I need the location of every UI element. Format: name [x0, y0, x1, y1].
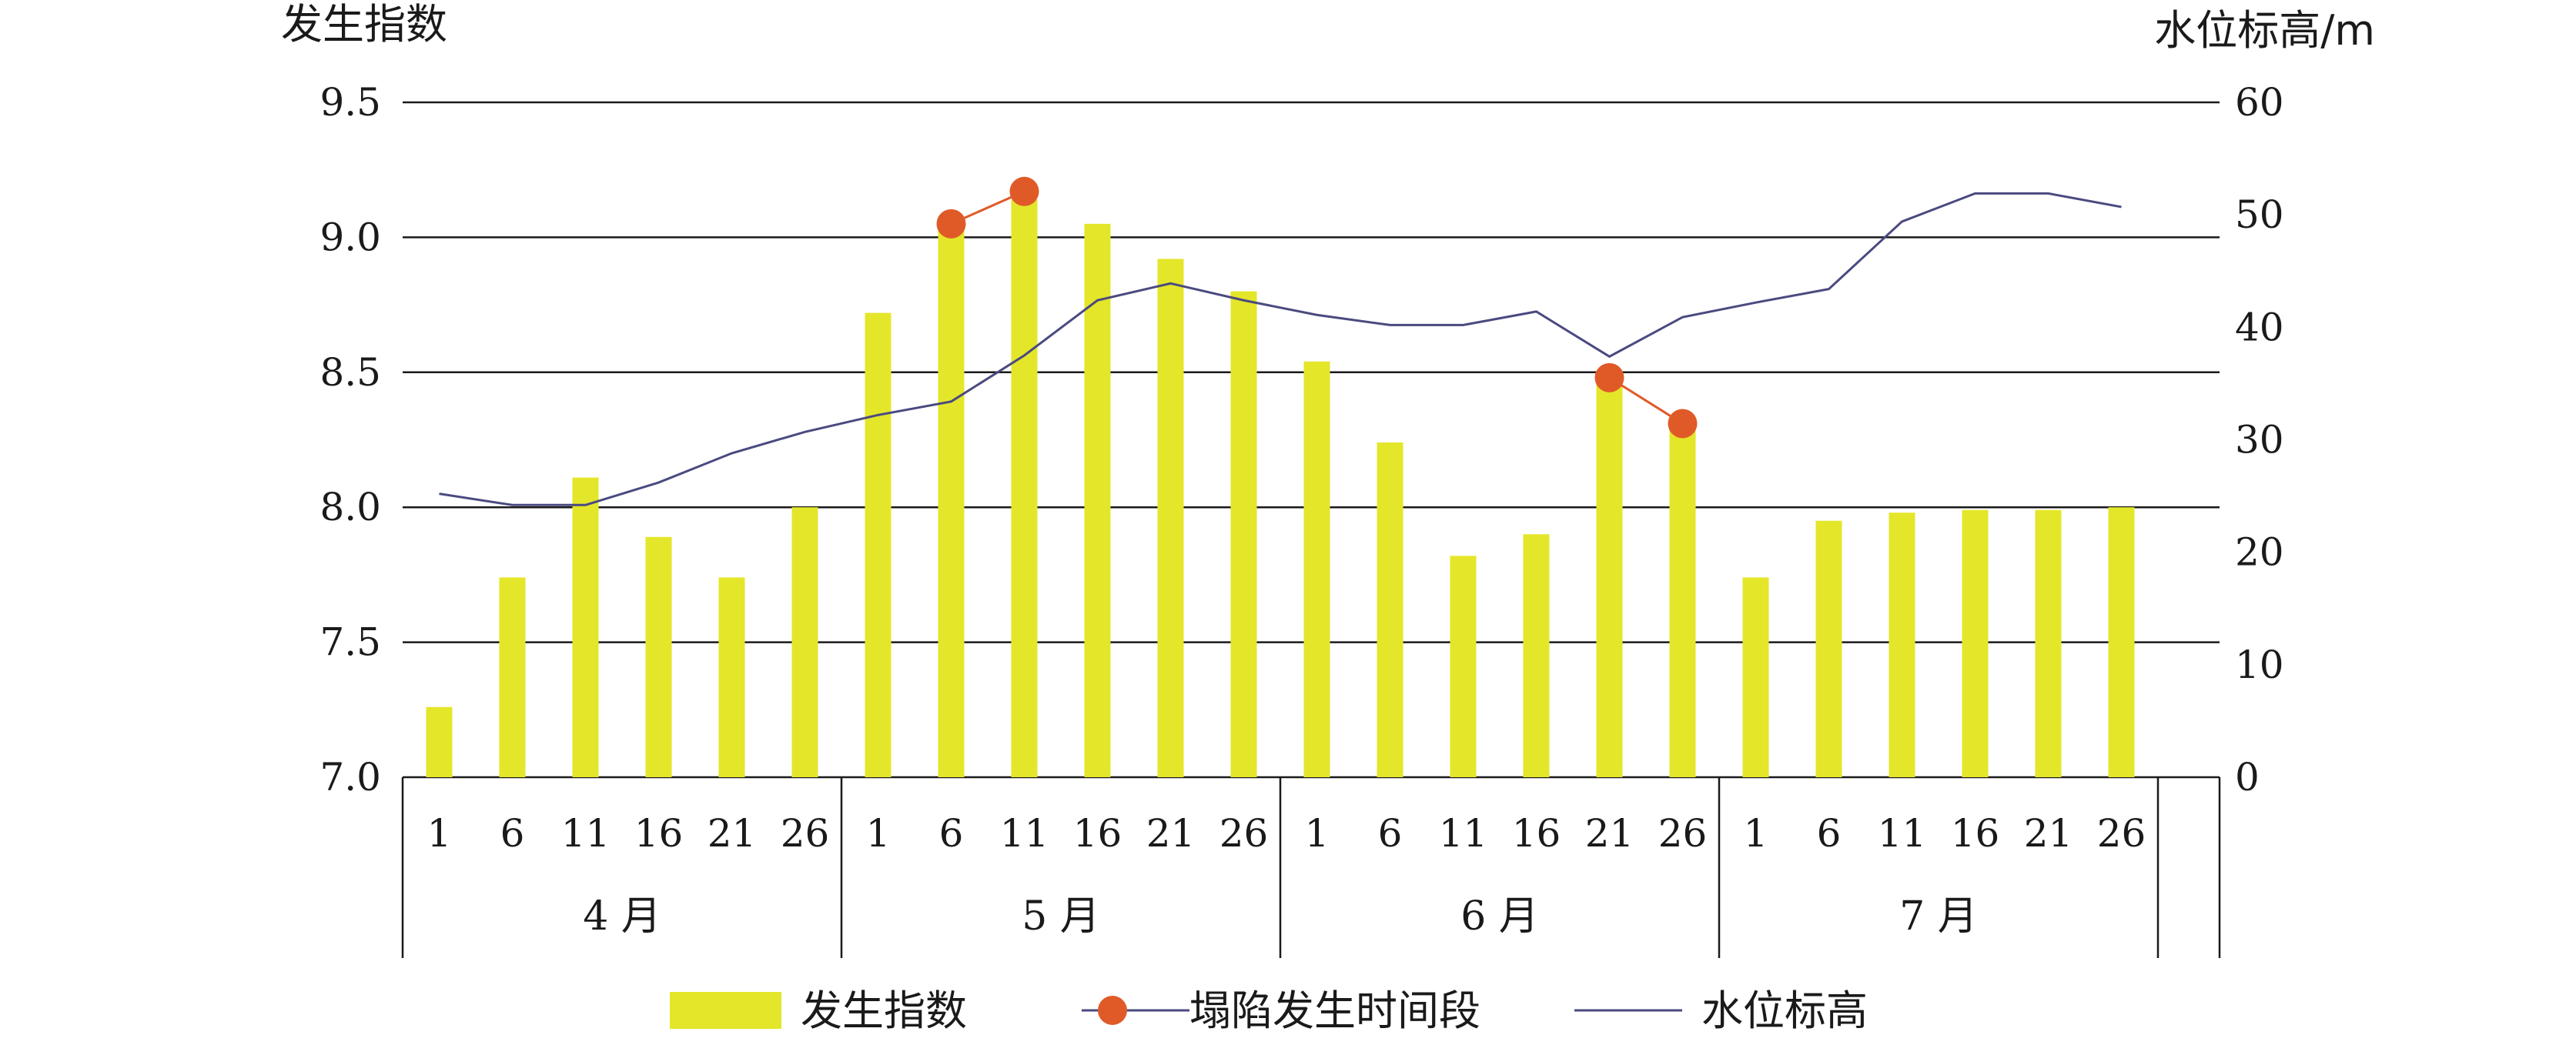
legend-swatch-marker [1098, 996, 1127, 1025]
legend-swatch-bar [670, 992, 781, 1029]
x-tick-label: 21 [708, 811, 757, 856]
right-tick-label: 10 [2235, 643, 2284, 687]
left-tick-label: 9.5 [319, 80, 381, 125]
month-label: 5 月 [1022, 893, 1100, 940]
right-axis-title: 水位标高/m [2154, 6, 2375, 55]
x-tick-label: 16 [1512, 811, 1561, 856]
legend: 发生指数 塌陷发生时间段 水位标高 [670, 987, 1868, 1035]
water-level-line [439, 192, 2122, 506]
bar [1889, 512, 1915, 777]
bar [1377, 442, 1403, 777]
x-tick-label: 6 [939, 811, 964, 856]
left-tick-label: 9.0 [319, 215, 381, 259]
bar [791, 507, 818, 777]
bar [865, 312, 892, 777]
x-tick-label: 11 [561, 811, 611, 856]
bar [1523, 534, 1550, 777]
x-tick-label: 16 [634, 811, 684, 856]
x-tick-label: 21 [2024, 811, 2073, 856]
x-tick-label: 1 [1305, 811, 1330, 856]
collapse-marker [1668, 409, 1698, 439]
bar [1596, 380, 1623, 778]
bar [1084, 223, 1111, 777]
bar [499, 577, 526, 777]
month-label: 6 月 [1460, 893, 1539, 940]
left-tick-label: 7.0 [319, 755, 381, 800]
bar [1011, 199, 1038, 778]
bar [426, 706, 453, 777]
right-tick-label: 30 [2235, 418, 2284, 462]
bar [2035, 509, 2062, 777]
collapse-marker [1009, 176, 1039, 206]
x-tick-label: 6 [1378, 811, 1403, 856]
right-tick-label: 50 [2235, 192, 2284, 237]
bar [1450, 556, 1477, 777]
x-tick-label: 21 [1146, 811, 1196, 856]
bar [2108, 507, 2135, 777]
collapse-marker [1594, 362, 1624, 392]
right-tick-label: 20 [2235, 530, 2284, 575]
legend-label: 水位标高 [1701, 987, 1868, 1035]
x-tick-label: 11 [1439, 811, 1488, 856]
water-level-layer [439, 192, 2122, 506]
x-tick-label: 1 [427, 811, 452, 856]
x-tick-label: 1 [866, 811, 891, 856]
x-tick-label: 6 [500, 811, 525, 856]
bar [1157, 259, 1184, 777]
bar [1669, 420, 1696, 777]
right-tick-label: 60 [2235, 80, 2284, 125]
left-tick-label: 8.0 [319, 485, 381, 529]
bar [1303, 361, 1330, 777]
x-tick-label: 26 [781, 811, 830, 856]
bar [1962, 509, 1989, 777]
right-tick-label: 40 [2235, 305, 2284, 349]
month-label: 7 月 [1899, 893, 1978, 940]
bar [1230, 291, 1257, 777]
bar [572, 477, 599, 777]
left-tick-label: 8.5 [319, 350, 381, 395]
x-tick-label: 1 [1744, 811, 1768, 856]
bar [718, 577, 745, 777]
bar [938, 226, 965, 777]
left-axis-title: 发生指数 [281, 0, 447, 48]
legend-label: 发生指数 [801, 987, 967, 1035]
x-tick-label: 16 [1073, 811, 1122, 856]
x-tick-label: 16 [1951, 811, 2000, 856]
x-tick-label: 26 [2097, 811, 2146, 856]
x-tick-label: 26 [1219, 811, 1269, 856]
bar [1742, 577, 1769, 777]
x-tick-label: 6 [1817, 811, 1842, 856]
left-tick-label: 7.5 [319, 620, 381, 665]
x-tick-label: 11 [1000, 811, 1049, 856]
month-label: 4 月 [583, 893, 661, 940]
x-tick-label: 11 [1878, 811, 1927, 856]
bar [645, 536, 672, 777]
collapse-marker [936, 209, 966, 239]
bar [1815, 520, 1842, 777]
x-tick-label: 26 [1658, 811, 1708, 856]
x-tick-label: 21 [1585, 811, 1634, 856]
legend-label: 塌陷发生时间段 [1189, 987, 1480, 1035]
bars-layer [426, 199, 2135, 778]
right-tick-label: 0 [2235, 755, 2260, 800]
collapse-marker-layer [936, 176, 1698, 439]
